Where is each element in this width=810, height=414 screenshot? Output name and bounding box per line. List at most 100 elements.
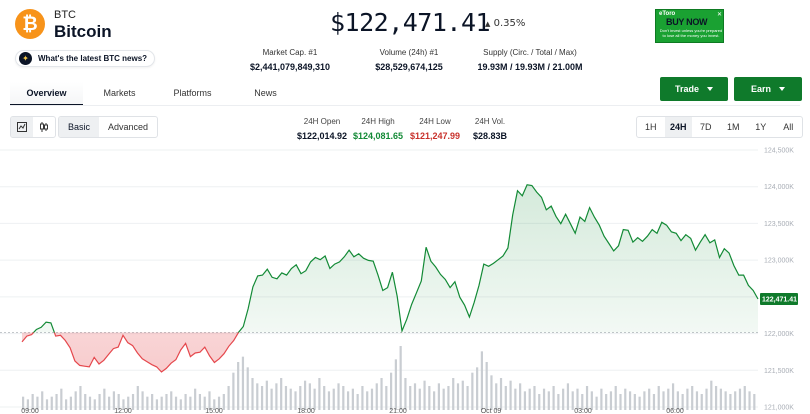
volume-bar <box>117 394 120 410</box>
volume-bar <box>84 394 87 410</box>
range-24h[interactable]: 24H <box>664 117 692 137</box>
latest-news-button[interactable]: ✦ What's the latest BTC news? <box>15 50 156 67</box>
price-chart[interactable]: 124,500K124,000K123,500K123,000K122,500K… <box>0 140 810 414</box>
ad-cta: BUY NOW <box>666 17 708 27</box>
volume-bar <box>609 391 613 410</box>
coin-symbol: BTC <box>54 9 76 21</box>
volume-bar <box>318 378 321 410</box>
volume-bar <box>581 394 584 410</box>
volume-bar <box>648 388 651 410</box>
ohlc-label: 24H High <box>361 117 395 126</box>
candlestick-icon[interactable] <box>33 117 55 137</box>
volume-bar <box>170 391 173 410</box>
volume-bar <box>232 372 235 410</box>
volume-bar <box>275 383 278 410</box>
volume-bar <box>308 383 311 410</box>
range-1m[interactable]: 1M <box>726 122 740 132</box>
ad-banner[interactable]: eToro ✕ BUY NOW Don't invest unless you'… <box>655 9 724 43</box>
range-1h[interactable]: 1H <box>644 122 657 132</box>
volume-bar <box>600 388 603 410</box>
volume-bar <box>471 372 474 410</box>
volume-bar <box>74 391 77 410</box>
ohlc-value: $124,081.65 <box>352 131 404 141</box>
y-tick-label: 122,000K <box>764 331 794 338</box>
y-tick-label: 124,500K <box>764 148 794 155</box>
ohlc-value: $122,014.92 <box>296 131 348 141</box>
volume-bar <box>270 388 273 410</box>
x-tick-label: Oct 09 <box>481 408 502 414</box>
volume-bar <box>174 396 178 410</box>
volume-bar <box>433 391 436 410</box>
volume-bar <box>208 391 211 410</box>
x-tick-label: 15:00 <box>205 408 223 414</box>
volume-bar <box>299 386 302 410</box>
mode-basic-button[interactable]: Basic <box>59 117 100 137</box>
volume-bar <box>265 380 268 410</box>
mode-advanced-button[interactable]: Advanced <box>108 122 149 132</box>
price-line-down <box>21 332 403 373</box>
volume-bar <box>652 394 656 410</box>
tab-platforms[interactable]: Platforms <box>173 88 212 98</box>
volume-bar <box>213 399 216 410</box>
volume-bar <box>743 386 746 410</box>
volume-bar <box>203 396 206 410</box>
volume-bar <box>45 399 49 410</box>
ohlc-high: 24H High $124,081.65 <box>352 117 404 141</box>
volume-bar <box>108 396 111 410</box>
volume-bar <box>112 391 116 410</box>
volume-bar <box>719 388 722 410</box>
volume-bar <box>366 391 369 410</box>
volume-bar <box>437 383 440 410</box>
volume-bar <box>146 396 149 410</box>
ohlc-low: 24H Low $121,247.99 <box>409 117 461 141</box>
volume-bar <box>624 388 627 410</box>
volume-bar <box>710 380 713 410</box>
x-tick-label: 12:00 <box>114 408 132 414</box>
volume-bar <box>619 394 622 410</box>
volume-bar <box>671 383 675 410</box>
y-tick-label: 124,000K <box>764 184 794 191</box>
chevron-down-icon <box>707 87 713 91</box>
volume-bar <box>691 386 694 410</box>
volume-bar <box>69 396 72 410</box>
range-all[interactable]: All <box>783 122 794 132</box>
volume-bar <box>476 367 479 410</box>
trade-button[interactable]: Trade <box>660 77 728 101</box>
ad-close-icon[interactable]: ✕ <box>716 12 722 18</box>
y-tick-label: 121,000K <box>764 405 794 412</box>
ohlc-label: 24H Open <box>303 117 341 126</box>
x-tick-label: 21:00 <box>389 408 407 414</box>
volume-bar <box>633 394 636 410</box>
volume-bar <box>724 391 727 410</box>
earn-button[interactable]: Earn <box>734 77 802 101</box>
bitcoin-icon: ₿ <box>15 9 45 39</box>
current-price-tag <box>760 292 798 305</box>
volume-bar <box>490 375 493 410</box>
range-1y[interactable]: 1Y <box>755 122 767 132</box>
range-7d[interactable]: 7D <box>699 122 712 132</box>
volume-bar <box>88 396 92 410</box>
volume-bar <box>485 362 488 410</box>
tab-markets[interactable]: Markets <box>103 88 136 98</box>
volume-bar <box>22 396 25 410</box>
volume-bar <box>514 388 517 410</box>
current-price: $122,471.41 <box>330 8 491 37</box>
volume-bar <box>509 380 512 410</box>
tab-news[interactable]: News <box>254 88 277 98</box>
tab-overview[interactable]: Overview <box>10 82 83 106</box>
volume-bar <box>342 386 345 410</box>
volume-bar <box>246 367 249 410</box>
y-tick-label: 123,000K <box>764 258 794 265</box>
stat-label: Supply (Circ. / Total / Max) <box>483 48 577 57</box>
volume-bar <box>499 378 503 410</box>
stat-label: Market Cap. #1 <box>262 48 318 57</box>
volume-bar <box>251 378 254 410</box>
stat-label: Volume (24h) #1 <box>379 48 439 57</box>
line-chart-icon[interactable] <box>11 117 33 137</box>
coin-name: Bitcoin <box>54 22 112 41</box>
volume-bar <box>337 383 340 410</box>
price-change: ▲ 0.35% <box>485 18 525 29</box>
volume-bar <box>60 388 63 410</box>
ohlc-value: $121,247.99 <box>409 131 461 141</box>
volume-bar <box>65 399 68 410</box>
